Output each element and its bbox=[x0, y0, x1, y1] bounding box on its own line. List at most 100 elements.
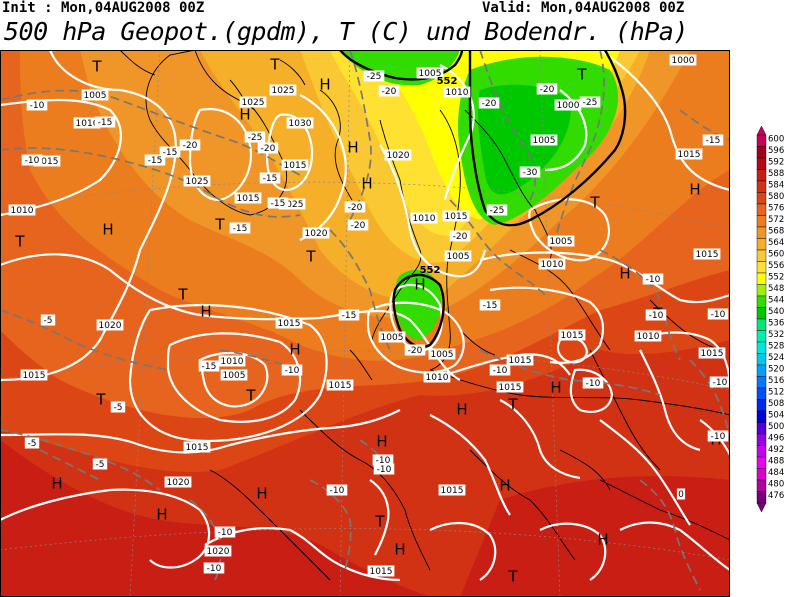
isobar-label-box bbox=[384, 149, 412, 161]
legend-swatch bbox=[756, 169, 767, 182]
isotherm-label: -10 bbox=[376, 456, 391, 466]
low-pressure-marker: T bbox=[214, 216, 225, 234]
isobar-label-box bbox=[443, 86, 471, 98]
isobar-label: 1025 bbox=[281, 200, 304, 210]
legend-label: 480 bbox=[768, 480, 784, 490]
isotherm-label: -15 bbox=[342, 311, 357, 321]
legend-label: 516 bbox=[768, 376, 784, 386]
isotherm-label: -5 bbox=[44, 316, 53, 326]
high-pressure-marker: H bbox=[102, 221, 113, 239]
isotherm-label: -10 bbox=[493, 366, 508, 376]
legend-label: 568 bbox=[768, 227, 784, 237]
isobar-value-labels: 1005 1010 1015 1010 1025 1025 1030 1025 1015 1025… bbox=[8, 54, 726, 577]
legend-label: 508 bbox=[768, 399, 784, 409]
high-pressure-marker: H bbox=[376, 433, 387, 451]
isobar-label: 1025 bbox=[272, 86, 295, 96]
isobar-label: 1015 bbox=[278, 319, 301, 329]
isobar-label-box bbox=[367, 565, 395, 577]
isotherm-label-box bbox=[203, 562, 225, 574]
isotherm-label-box bbox=[198, 360, 220, 372]
isotherm-label-box bbox=[373, 463, 395, 475]
isobar-label-box bbox=[286, 117, 314, 129]
color-legend: 6005965925885845805765725685645605565525… bbox=[756, 125, 784, 513]
isobar-label: 1020 bbox=[207, 547, 230, 557]
isobar-label-box bbox=[275, 317, 303, 329]
geopotential-label: 552 bbox=[420, 265, 441, 276]
isobar-label: 1025 bbox=[186, 177, 209, 187]
isotherm-label-box bbox=[24, 437, 40, 449]
legend-label: 484 bbox=[768, 468, 784, 478]
legend-label: 596 bbox=[768, 146, 784, 156]
isobar-label: 1020 bbox=[305, 229, 328, 239]
legend-swatch bbox=[756, 295, 767, 308]
legend-swatch bbox=[756, 134, 767, 147]
isobar-label-box bbox=[239, 96, 267, 108]
isobar-label: 1015 bbox=[445, 212, 468, 222]
geopotential-value-labels: 552 552 bbox=[420, 76, 458, 276]
legend-swatch bbox=[756, 410, 767, 423]
legend-label: 588 bbox=[768, 169, 784, 179]
legend-label: 564 bbox=[768, 238, 784, 248]
legend-swatch bbox=[756, 180, 767, 193]
isobar-label: 1010 bbox=[426, 373, 449, 383]
isotherm-label-box bbox=[159, 146, 181, 158]
isotherm-label-box bbox=[344, 201, 366, 213]
isotherm-label-box bbox=[489, 364, 511, 376]
high-pressure-marker: H bbox=[347, 139, 358, 157]
isobar-label: 1020 bbox=[167, 478, 190, 488]
init-time: Init : Mon,04AUG2008 00Z bbox=[2, 0, 205, 16]
high-pressure-marker: H bbox=[619, 265, 630, 283]
legend-swatch bbox=[756, 284, 767, 297]
isotherm-label: -15 bbox=[98, 118, 113, 128]
high-pressure-marker: H bbox=[361, 175, 372, 193]
isotherm-label-box bbox=[363, 70, 385, 82]
isobar-label-box bbox=[73, 117, 101, 129]
legend-swatch bbox=[756, 422, 767, 435]
isobar-label-box bbox=[693, 248, 721, 260]
isobar-label-box bbox=[96, 319, 124, 331]
isotherm-label-box bbox=[642, 273, 664, 285]
legend-swatch bbox=[756, 249, 767, 262]
isobar-label: 1005 bbox=[431, 350, 454, 360]
isotherm-label-box bbox=[579, 96, 601, 108]
isotherm-label-box bbox=[21, 154, 43, 166]
low-pressure-marker: T bbox=[269, 56, 280, 74]
low-pressure-marker: T bbox=[245, 387, 256, 405]
legend-swatch bbox=[756, 226, 767, 239]
low-pressure-marker: T bbox=[507, 568, 518, 586]
isobar-label: 1020 bbox=[99, 321, 122, 331]
isobar-label-box bbox=[698, 347, 726, 359]
isotherm-label: -15 bbox=[483, 301, 498, 311]
isotherm-label-box bbox=[702, 134, 724, 146]
isotherm-label-box bbox=[519, 166, 541, 178]
isotherm-label: -10 bbox=[646, 275, 661, 285]
legend-swatch bbox=[756, 341, 767, 354]
isotherm-label-box bbox=[92, 458, 108, 470]
isobar-label: 1005 bbox=[533, 136, 556, 146]
valid-time: Valid: Mon,04AUG2008 00Z bbox=[482, 0, 685, 16]
isotherm-label: -15 bbox=[163, 148, 178, 158]
isotherm-label-box bbox=[338, 309, 360, 321]
low-pressure-marker: T bbox=[374, 513, 385, 531]
legend-swatch bbox=[756, 353, 767, 366]
isobar-label: 1010 bbox=[446, 88, 469, 98]
low-pressure-marker: T bbox=[91, 58, 102, 76]
isotherm-label: -15 bbox=[202, 362, 217, 372]
legend-swatch bbox=[756, 399, 767, 412]
legend-label: 512 bbox=[768, 388, 784, 398]
legend-swatch bbox=[756, 376, 767, 389]
high-pressure-marker: H bbox=[200, 303, 211, 321]
legend-bottom-arrow bbox=[756, 502, 767, 513]
legend-label: 584 bbox=[768, 181, 784, 191]
isotherm-label: -20 bbox=[540, 85, 555, 95]
isobar-label: 1015 bbox=[678, 150, 701, 160]
legend-swatch bbox=[756, 387, 767, 400]
isotherm-label: -10 bbox=[713, 378, 728, 388]
isobar-label-box bbox=[8, 204, 36, 216]
isotherm-label-box bbox=[709, 376, 730, 388]
high-pressure-marker: H bbox=[499, 477, 510, 495]
legend-label: 556 bbox=[768, 261, 784, 271]
isotherm-label-box bbox=[326, 484, 348, 496]
isobar-label-box bbox=[281, 159, 309, 171]
isotherm-label: -30 bbox=[523, 168, 538, 178]
